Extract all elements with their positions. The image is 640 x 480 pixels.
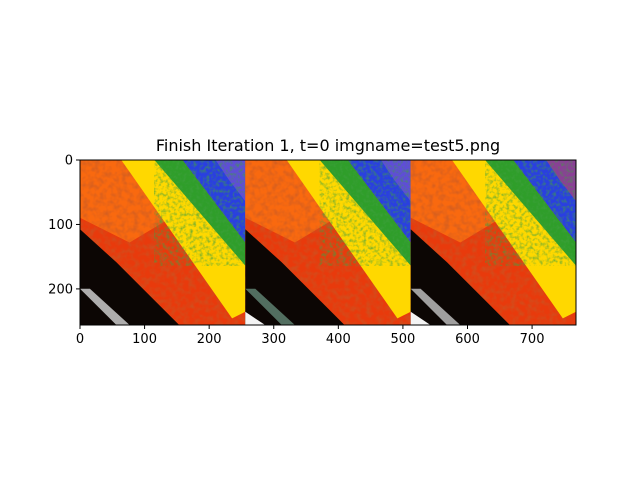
- y-tick-label: 100: [48, 218, 73, 233]
- image-panels: [80, 160, 576, 325]
- shadow-region: [245, 229, 345, 325]
- white-corner: [410, 311, 431, 325]
- x-tick-label: 200: [197, 332, 222, 347]
- sky-accent: [546, 160, 576, 202]
- x-axis: 0 100 200 300 400 500 600 700: [76, 325, 545, 347]
- shadow-region: [410, 229, 510, 325]
- x-tick-label: 500: [391, 332, 416, 347]
- grass-texture: [154, 160, 246, 266]
- image-panel-1: [80, 160, 246, 325]
- y-axis: 0 100 200: [48, 154, 80, 297]
- axes-frame: [79, 159, 577, 326]
- grass-texture: [319, 160, 411, 266]
- image-panel-2: [245, 160, 411, 325]
- chart-title: Finish Iteration 1, t=0 imgname=test5.pn…: [156, 136, 500, 155]
- y-tick-label: 0: [65, 154, 73, 169]
- x-tick-label: 600: [455, 332, 480, 347]
- road-band: [121, 160, 246, 319]
- y-tick-label: 200: [48, 282, 73, 297]
- x-tick-label: 0: [76, 332, 84, 347]
- edge-stripe: [410, 288, 461, 325]
- x-tick-label: 300: [261, 332, 286, 347]
- road-band: [286, 160, 411, 319]
- white-corner: [245, 311, 266, 325]
- x-tick-label: 100: [132, 332, 157, 347]
- x-tick-label: 700: [520, 332, 545, 347]
- shadow-region: [80, 229, 180, 325]
- edge-stripe: [245, 288, 295, 325]
- x-tick-label: 400: [326, 332, 351, 347]
- sky-accent: [215, 160, 246, 202]
- image-panel-3: [410, 160, 576, 325]
- grass-texture: [485, 160, 576, 266]
- sky-accent: [380, 160, 411, 202]
- road-band: [452, 160, 576, 319]
- edge-stripe: [80, 288, 130, 325]
